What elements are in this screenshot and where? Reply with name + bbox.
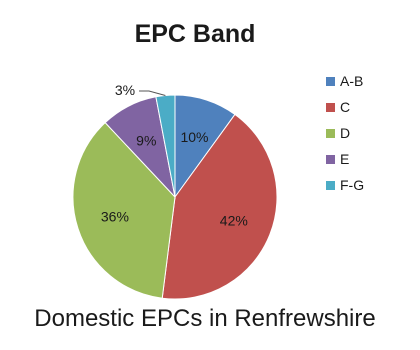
chart-caption: Domestic EPCs in Renfrewshire <box>34 305 375 332</box>
legend-label-d: D <box>340 125 350 141</box>
slice-label-e: 9% <box>136 133 156 149</box>
legend-swatch-c <box>326 103 335 112</box>
slice-label-c: 42% <box>220 212 248 228</box>
legend-label-c: C <box>340 99 350 115</box>
pie-slices <box>72 94 278 300</box>
legend-swatch-d <box>326 129 335 138</box>
legend: A-B CDE F-G <box>326 73 364 193</box>
legend-label-f-g: F-G <box>340 177 364 193</box>
slice-label-a-b: 10% <box>180 129 208 145</box>
pie-slice-c <box>161 113 278 300</box>
legend-swatch-e <box>326 155 335 164</box>
slice-label-d: 36% <box>101 209 129 225</box>
legend-label-e: E <box>340 151 349 167</box>
legend-swatch-f-g <box>326 181 335 190</box>
slice-label-f-g: 3% <box>115 82 135 98</box>
legend-label-a-b: A-B <box>340 73 363 89</box>
leader-line-f-g <box>139 90 166 96</box>
legend-swatch-a-b <box>326 77 335 86</box>
slice-labels: 10% 42% 36% 9% 3% <box>101 82 248 228</box>
chart-title: EPC Band <box>135 20 256 48</box>
pie-slice-d <box>72 121 176 299</box>
